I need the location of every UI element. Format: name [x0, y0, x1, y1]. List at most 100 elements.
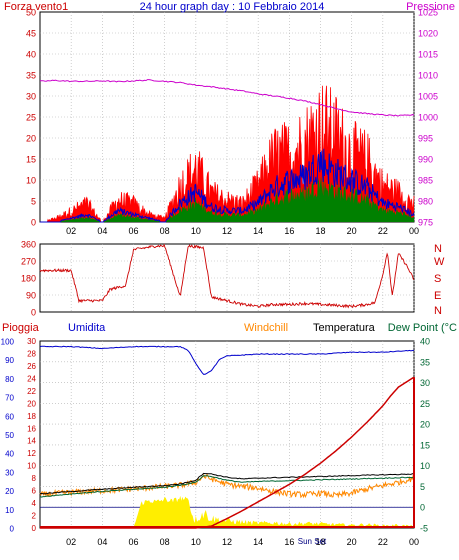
direction-tick-label-3: 270 — [21, 257, 36, 267]
wind-x-tick-11: 00 — [409, 226, 419, 236]
wind-x-tick-7: 16 — [284, 226, 294, 236]
rain-cumulative-line — [40, 376, 415, 529]
wind-panel-series — [40, 79, 415, 223]
pressure-tick-label-3: 990 — [418, 155, 433, 165]
temperature-x-tick-7: 16 — [284, 537, 294, 547]
humidity-tick-label-3: 30 — [5, 468, 14, 477]
humidity-tick-label-4: 40 — [5, 450, 14, 459]
pressure-tick-label-2: 985 — [418, 176, 433, 186]
temperature-x-tick-11: 00 — [409, 537, 419, 547]
wind-tick-label-2: 10 — [26, 176, 36, 186]
wind-tick-label-7: 35 — [26, 71, 36, 81]
wind-tick-label-8: 40 — [26, 50, 36, 60]
direction-tick-label-4: 360 — [21, 240, 36, 250]
temperature-tick-label-9: 40 — [420, 337, 430, 347]
temperature-axis-right-ticks: -5 0 5 10 15 20 25 30 35 40 — [420, 337, 430, 534]
wind-tick-label-1: 5 — [31, 197, 36, 207]
pressure-axis-label: Pressione — [406, 1, 455, 13]
rain-tick-label-12: 24 — [27, 374, 36, 383]
humidity-line — [39, 345, 415, 375]
temperature-tick-label-7: 30 — [420, 378, 430, 388]
rain-tick-label-7: 14 — [27, 437, 36, 446]
pressure-tick-label-7: 1010 — [418, 71, 438, 81]
wind-tick-label-10: 50 — [26, 8, 36, 18]
temperature-tick-label-3: 10 — [420, 461, 430, 471]
rain-tick-label-8: 16 — [27, 424, 36, 433]
wind-x-tick-9: 20 — [347, 226, 357, 236]
wind-x-tick-10: 22 — [378, 226, 388, 236]
temperature-x-tick-8: 18 — [315, 537, 325, 547]
temperature-tick-label-1: 0 — [420, 503, 425, 513]
humidity-tick-label-6: 60 — [5, 412, 14, 421]
windchill-legend-label: Windchill — [244, 322, 288, 334]
temperature-x-tick-0: 02 — [66, 537, 76, 547]
pressure-tick-label-9: 1020 — [418, 29, 438, 39]
wind-x-tick-1: 04 — [97, 226, 107, 236]
temperature-tick-label-5: 20 — [420, 420, 430, 430]
wind-average-line — [40, 148, 415, 223]
temperature-tick-label-2: 5 — [420, 482, 425, 492]
rain-tick-label-5: 10 — [27, 462, 36, 471]
direction-panel-grid — [40, 244, 415, 312]
humidity-tick-label-0: 0 — [10, 525, 15, 534]
rain-rate-area — [40, 510, 414, 528]
rain-tick-label-3: 6 — [32, 487, 37, 496]
wind-tick-label-6: 30 — [26, 92, 36, 102]
pressure-tick-label-8: 1015 — [418, 50, 438, 60]
temperature-x-tick-2: 06 — [128, 537, 138, 547]
dewpoint-line — [39, 475, 415, 498]
direction-tick-label-2: 180 — [21, 274, 36, 284]
wind-x-tick-8: 18 — [315, 226, 325, 236]
humidity-legend-label: Umidita — [68, 322, 106, 334]
wind-tick-label-9: 45 — [26, 29, 36, 39]
compass-label-4: N — [434, 305, 442, 317]
rain-tick-label-9: 18 — [27, 412, 36, 421]
humidity-tick-label-1: 10 — [5, 506, 14, 515]
direction-panel-series — [39, 243, 415, 309]
wind-axis-label: Forza vento1 — [4, 1, 68, 13]
pressure-tick-label-5: 1000 — [418, 113, 438, 123]
temperature-legend-label: Temperatura — [313, 322, 376, 334]
temperature-x-tick-10: 22 — [378, 537, 388, 547]
temperature-tick-label-6: 25 — [420, 399, 430, 409]
wind-green-area — [40, 174, 414, 222]
direction-tick-label-1: 90 — [26, 291, 36, 301]
humidity-tick-label-7: 70 — [5, 394, 14, 403]
temperature-x-tick-5: 12 — [222, 537, 232, 547]
rain-tick-label-6: 12 — [27, 449, 36, 458]
compass-label-3: E — [434, 290, 441, 302]
rain-tick-label-1: 2 — [32, 512, 37, 521]
direction-tick-label-0: 0 — [31, 308, 36, 318]
humidity-axis-ticks: 0 10 20 30 40 50 60 70 80 90 100 — [1, 338, 15, 534]
humidity-tick-label-8: 80 — [5, 375, 14, 384]
rain-tick-label-10: 20 — [27, 399, 36, 408]
wind-x-tick-4: 10 — [191, 226, 201, 236]
rain-tick-label-15: 30 — [27, 337, 36, 346]
rain-legend-label: Pioggia — [2, 322, 40, 334]
pressure-tick-label-1: 980 — [418, 197, 433, 207]
rain-tick-label-4: 8 — [32, 474, 37, 483]
pressure-tick-label-6: 1005 — [418, 92, 438, 102]
wind-direction-line — [39, 243, 415, 309]
wind-x-tick-0: 02 — [66, 226, 76, 236]
temperature-x-tick-1: 04 — [97, 537, 107, 547]
wind-tick-label-5: 25 — [26, 113, 36, 123]
compass-label-2: S — [434, 273, 441, 285]
wind-x-tick-6: 14 — [253, 226, 263, 236]
wind-tick-label-0: 0 — [31, 218, 36, 228]
pressure-tick-label-4: 995 — [418, 134, 433, 144]
humidity-tick-label-10: 100 — [1, 338, 15, 347]
wind-x-tick-5: 12 — [222, 226, 232, 236]
compass-label-1: W — [434, 256, 445, 268]
humidity-tick-label-9: 90 — [5, 356, 14, 365]
temperature-x-tick-9: 20 — [347, 537, 357, 547]
pressure-tick-label-10: 1025 — [418, 8, 438, 18]
pressure-axis-right-ticks: 975 980 985 990 995 1000 1005 1010 1015 1020 1025 — [418, 8, 438, 228]
chart-title: 24 hour graph day : 10 Febbraio 2014 — [140, 1, 325, 13]
sunset-annotation: Sun Set — [298, 537, 327, 546]
temperature-x-tick-4: 10 — [191, 537, 201, 547]
wind-axis-left-ticks: 0 5 10 15 20 25 30 35 40 45 50 — [26, 8, 36, 228]
